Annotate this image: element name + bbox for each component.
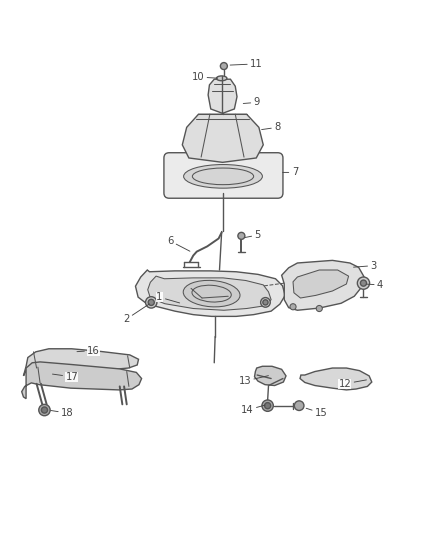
Polygon shape	[254, 366, 286, 385]
Text: 13: 13	[238, 376, 268, 386]
Text: 16: 16	[77, 345, 100, 356]
Polygon shape	[292, 270, 348, 298]
Text: 5: 5	[244, 230, 260, 240]
Text: 2: 2	[123, 304, 149, 324]
Polygon shape	[21, 362, 141, 399]
Text: 11: 11	[230, 59, 262, 69]
Circle shape	[145, 297, 156, 308]
Text: 12: 12	[338, 379, 366, 389]
Circle shape	[260, 297, 270, 307]
Circle shape	[293, 401, 303, 410]
Ellipse shape	[183, 165, 262, 188]
Circle shape	[289, 304, 295, 310]
Polygon shape	[281, 261, 363, 310]
Text: 10: 10	[191, 72, 217, 82]
Polygon shape	[148, 276, 271, 310]
Ellipse shape	[183, 280, 240, 307]
Text: 15: 15	[305, 408, 327, 418]
Ellipse shape	[216, 76, 226, 80]
Polygon shape	[23, 349, 138, 376]
Circle shape	[315, 305, 321, 312]
Polygon shape	[135, 270, 285, 317]
Text: 1: 1	[156, 292, 179, 303]
Text: 6: 6	[167, 236, 190, 251]
Text: 14: 14	[240, 405, 265, 415]
Circle shape	[148, 300, 154, 305]
FancyBboxPatch shape	[163, 153, 283, 198]
Text: 3: 3	[353, 261, 376, 271]
Text: 9: 9	[243, 98, 259, 107]
Polygon shape	[182, 114, 263, 163]
Circle shape	[39, 405, 50, 416]
Text: 8: 8	[261, 123, 280, 132]
Circle shape	[262, 300, 268, 305]
Circle shape	[357, 277, 369, 289]
Text: 18: 18	[50, 408, 74, 418]
Circle shape	[220, 62, 227, 70]
Circle shape	[237, 232, 244, 239]
Circle shape	[261, 400, 273, 411]
Text: 7: 7	[282, 167, 297, 177]
Text: 4: 4	[366, 280, 382, 290]
Circle shape	[360, 280, 366, 286]
Text: 17: 17	[52, 372, 78, 382]
Polygon shape	[208, 79, 237, 114]
Circle shape	[264, 402, 270, 409]
Polygon shape	[299, 368, 371, 390]
Circle shape	[41, 407, 47, 413]
